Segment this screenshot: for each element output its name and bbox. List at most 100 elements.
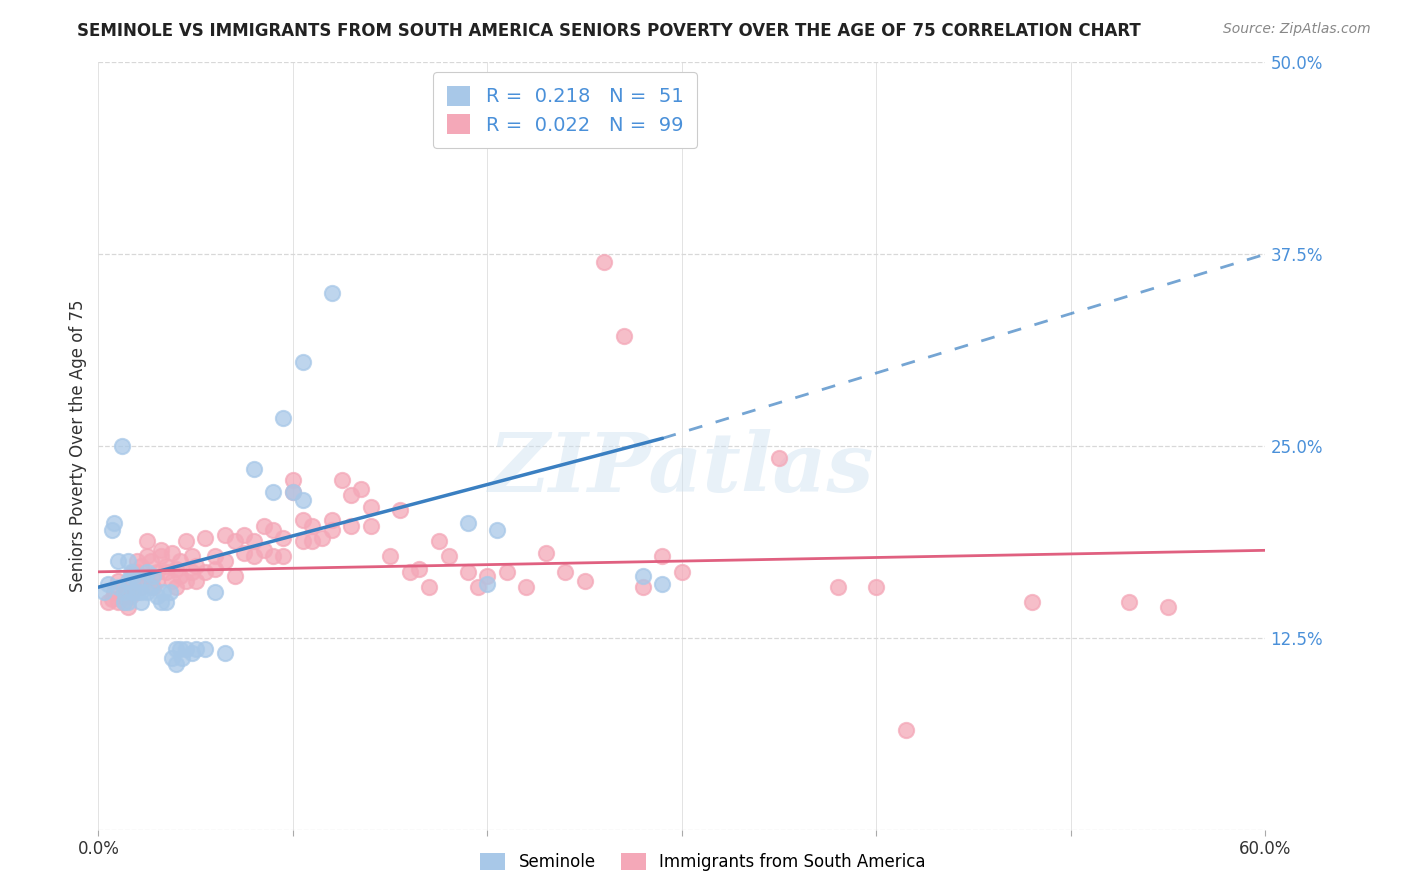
Point xyxy=(214,554,236,568)
Point xyxy=(155,565,177,579)
Point xyxy=(281,485,304,500)
Point xyxy=(103,584,125,599)
Point xyxy=(122,574,145,588)
Point xyxy=(1157,600,1180,615)
Point xyxy=(360,500,382,515)
Point xyxy=(101,524,124,538)
Point xyxy=(281,485,304,500)
Point xyxy=(174,574,197,588)
Point xyxy=(321,285,343,300)
Point xyxy=(127,584,149,599)
Point xyxy=(233,528,256,542)
Point xyxy=(142,569,165,583)
Point xyxy=(262,524,284,538)
Point xyxy=(224,569,246,583)
Point xyxy=(129,580,152,594)
Point xyxy=(457,516,479,530)
Point xyxy=(271,531,294,545)
Point xyxy=(321,513,343,527)
Point xyxy=(204,584,226,599)
Point xyxy=(184,574,207,588)
Point xyxy=(214,646,236,660)
Point xyxy=(169,569,191,583)
Point xyxy=(427,534,450,549)
Point xyxy=(146,565,169,579)
Text: Source: ZipAtlas.com: Source: ZipAtlas.com xyxy=(1223,22,1371,37)
Point xyxy=(340,518,363,533)
Point xyxy=(613,328,636,343)
Point xyxy=(139,580,162,594)
Point xyxy=(321,524,343,538)
Point xyxy=(301,518,323,533)
Point xyxy=(301,534,323,549)
Point xyxy=(162,574,184,588)
Point xyxy=(162,546,184,560)
Point xyxy=(262,485,284,500)
Point xyxy=(97,595,120,609)
Point xyxy=(136,549,159,564)
Point xyxy=(136,569,159,583)
Point xyxy=(311,531,333,545)
Point xyxy=(136,534,159,549)
Point xyxy=(127,554,149,568)
Point xyxy=(129,584,152,599)
Point xyxy=(194,641,217,656)
Point xyxy=(122,569,145,583)
Point xyxy=(593,255,616,269)
Point xyxy=(180,646,202,660)
Point xyxy=(155,558,177,573)
Text: SEMINOLE VS IMMIGRANTS FROM SOUTH AMERICA SENIORS POVERTY OVER THE AGE OF 75 COR: SEMINOLE VS IMMIGRANTS FROM SOUTH AMERIC… xyxy=(77,22,1142,40)
Point xyxy=(139,554,162,568)
Point xyxy=(271,411,294,425)
Point xyxy=(204,562,226,576)
Point xyxy=(224,534,246,549)
Point xyxy=(174,534,197,549)
Point xyxy=(127,574,149,588)
Point xyxy=(155,595,177,609)
Point xyxy=(291,354,314,368)
Point xyxy=(165,657,187,671)
Point xyxy=(271,549,294,564)
Point xyxy=(165,641,187,656)
Point xyxy=(291,492,314,507)
Point xyxy=(180,565,202,579)
Point xyxy=(149,549,172,564)
Point xyxy=(827,580,849,594)
Point xyxy=(149,543,172,558)
Point xyxy=(169,641,191,656)
Point xyxy=(233,546,256,560)
Point xyxy=(121,590,143,604)
Point xyxy=(671,565,693,579)
Point xyxy=(330,473,353,487)
Point xyxy=(388,503,411,517)
Point xyxy=(262,549,284,564)
Point xyxy=(894,723,917,737)
Point xyxy=(117,600,139,615)
Point xyxy=(184,641,207,656)
Point xyxy=(129,558,152,573)
Point xyxy=(159,584,181,599)
Point xyxy=(127,565,149,579)
Point xyxy=(112,595,135,609)
Point xyxy=(477,569,499,583)
Point xyxy=(165,580,187,594)
Point xyxy=(418,580,440,594)
Point xyxy=(457,565,479,579)
Point xyxy=(129,595,152,609)
Point xyxy=(214,528,236,542)
Point xyxy=(107,574,129,588)
Point xyxy=(204,549,226,564)
Point xyxy=(97,577,120,591)
Point xyxy=(340,488,363,502)
Point xyxy=(1118,595,1140,609)
Point xyxy=(281,473,304,487)
Point xyxy=(93,584,115,599)
Point xyxy=(165,562,187,576)
Point xyxy=(243,534,266,549)
Point xyxy=(768,451,790,466)
Point xyxy=(631,569,654,583)
Point xyxy=(162,650,184,665)
Legend: R =  0.218   N =  51, R =  0.022   N =  99: R = 0.218 N = 51, R = 0.022 N = 99 xyxy=(433,72,697,148)
Point xyxy=(194,565,217,579)
Point xyxy=(174,641,197,656)
